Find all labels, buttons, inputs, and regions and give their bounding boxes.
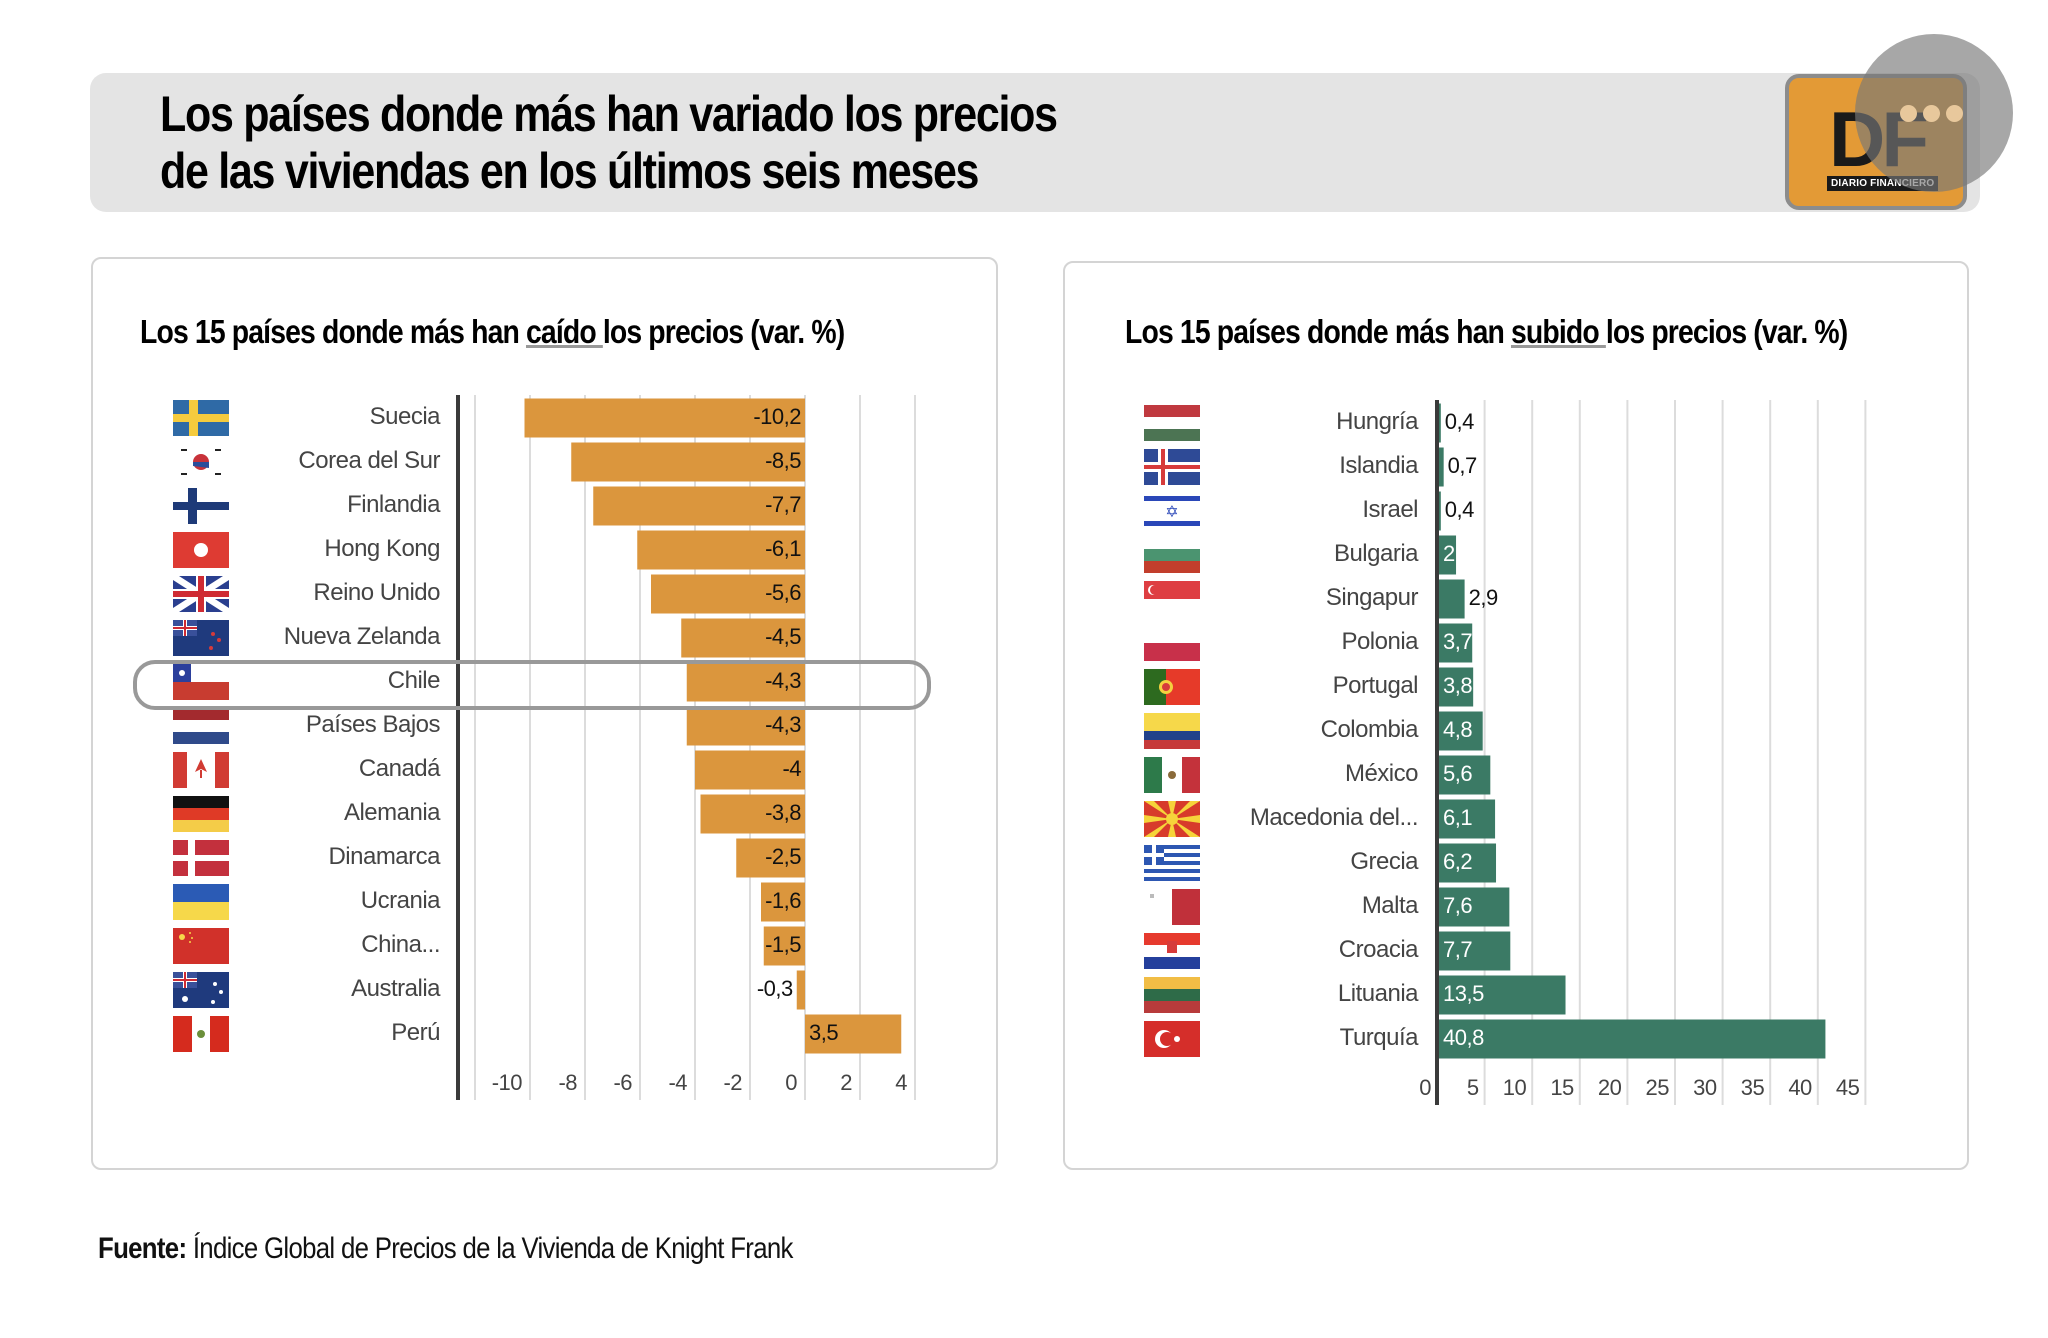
x-tick-label: 20 bbox=[1597, 1075, 1622, 1100]
x-tick-label: -8 bbox=[558, 1070, 577, 1095]
x-tick-label: 25 bbox=[1645, 1075, 1670, 1100]
x-tick-label: 0 bbox=[785, 1070, 797, 1095]
x-tick-label: -2 bbox=[723, 1070, 742, 1095]
country-label: Macedonia del... bbox=[1249, 804, 1419, 831]
x-tick-label: -10 bbox=[491, 1070, 523, 1095]
country-label: Países Bajos bbox=[305, 711, 441, 738]
chile-highlight bbox=[133, 660, 931, 710]
country-label: Corea del Sur bbox=[298, 447, 440, 474]
country-label: Reino Unido bbox=[313, 579, 440, 606]
value-label: 4,8 bbox=[1443, 717, 1473, 742]
source-label: Fuente: bbox=[98, 1232, 187, 1265]
country-label: Portugal bbox=[1332, 672, 1419, 699]
x-tick-label: 40 bbox=[1788, 1075, 1812, 1100]
country-label: Israel bbox=[1362, 496, 1418, 523]
more-options-icon[interactable] bbox=[1900, 105, 1963, 122]
value-label: -4,5 bbox=[765, 624, 801, 649]
source-text: Índice Global de Precios de la Vivienda … bbox=[186, 1232, 794, 1265]
value-label: 3,5 bbox=[809, 1020, 839, 1045]
country-label: Turquía bbox=[1339, 1024, 1419, 1051]
value-label: 6,1 bbox=[1443, 805, 1473, 830]
page-title-line-2: de las viviendas en los últimos seis mes… bbox=[160, 143, 979, 199]
x-tick-label: 45 bbox=[1835, 1075, 1860, 1100]
value-label: 3,8 bbox=[1443, 673, 1473, 698]
falling-chart-title: Los 15 países donde más han caído los pr… bbox=[140, 313, 845, 350]
country-label: China... bbox=[361, 931, 440, 958]
country-label: Perú bbox=[391, 1019, 440, 1046]
x-tick-label: 0 bbox=[1419, 1075, 1431, 1100]
country-label: Croacia bbox=[1338, 936, 1419, 963]
page-title-line-1: Los países donde más han variado los pre… bbox=[160, 86, 1058, 142]
country-label: Australia bbox=[351, 975, 440, 1002]
value-label: -3,8 bbox=[765, 800, 801, 825]
country-label: Colombia bbox=[1320, 716, 1419, 743]
value-label: -5,6 bbox=[765, 580, 801, 605]
country-label: Alemania bbox=[343, 799, 441, 826]
source-note: Fuente: Índice Global de Precios de la V… bbox=[98, 1232, 793, 1266]
x-tick-label: -6 bbox=[613, 1070, 632, 1095]
value-label: -8,5 bbox=[765, 448, 801, 473]
country-label: Nueva Zelanda bbox=[283, 623, 441, 650]
value-label: 7,7 bbox=[1443, 937, 1473, 962]
value-label: 7,6 bbox=[1443, 893, 1473, 918]
value-label: -2,5 bbox=[765, 844, 801, 869]
value-label: 0,7 bbox=[1447, 453, 1478, 478]
country-label: Polonia bbox=[1341, 628, 1418, 655]
page-title: Los países donde más han variado los pre… bbox=[160, 86, 1058, 200]
value-label: -4,3 bbox=[765, 712, 801, 737]
rising-chart-title: Los 15 países donde más han subido los p… bbox=[1125, 313, 1848, 350]
x-tick-label: 4 bbox=[895, 1070, 907, 1095]
country-label: Finlandia bbox=[347, 491, 440, 518]
country-label: Singapur bbox=[1325, 584, 1419, 611]
value-label: 0,4 bbox=[1444, 497, 1475, 522]
value-label: 5,6 bbox=[1443, 761, 1473, 786]
value-label: 2,9 bbox=[1468, 585, 1499, 610]
value-label: -10,2 bbox=[753, 404, 801, 429]
value-label: -0,3 bbox=[756, 976, 793, 1001]
x-tick-label: 15 bbox=[1550, 1075, 1574, 1100]
value-label: 40,8 bbox=[1443, 1025, 1484, 1050]
x-tick-label: 2 bbox=[840, 1070, 852, 1095]
country-label: Grecia bbox=[1350, 848, 1418, 875]
value-label: 2 bbox=[1443, 541, 1455, 566]
value-label: -1,6 bbox=[765, 888, 801, 913]
x-tick-label: 5 bbox=[1466, 1075, 1479, 1100]
x-tick-label: 10 bbox=[1502, 1075, 1527, 1100]
value-label: 13,5 bbox=[1443, 981, 1484, 1006]
value-label: -7,7 bbox=[765, 492, 801, 517]
value-label: -4 bbox=[782, 756, 801, 781]
country-label: Islandia bbox=[1339, 452, 1418, 479]
country-label: Suecia bbox=[369, 403, 441, 430]
value-label: -6,1 bbox=[765, 536, 801, 561]
country-label: Bulgaria bbox=[1333, 540, 1419, 567]
x-tick-label: 35 bbox=[1740, 1075, 1765, 1100]
x-tick-label: -4 bbox=[668, 1070, 687, 1095]
country-label: Chile bbox=[387, 667, 441, 694]
country-label: Lituania bbox=[1337, 980, 1419, 1007]
x-tick-label: 30 bbox=[1693, 1075, 1717, 1100]
value-label: 0,4 bbox=[1444, 409, 1475, 434]
country-label: Canadá bbox=[358, 755, 441, 782]
value-label: 6,2 bbox=[1443, 849, 1473, 874]
country-label: Dinamarca bbox=[328, 843, 440, 870]
country-label: Hong Kong bbox=[324, 535, 440, 562]
country-label: Hungría bbox=[1336, 408, 1418, 435]
value-label: -4,3 bbox=[765, 668, 801, 693]
country-label: México bbox=[1344, 760, 1419, 787]
value-label: 3,7 bbox=[1443, 629, 1473, 654]
value-label: -1,5 bbox=[765, 932, 801, 957]
header-band bbox=[90, 73, 1980, 212]
country-label: Ucrania bbox=[360, 887, 441, 914]
country-label: Malta bbox=[1361, 892, 1419, 919]
